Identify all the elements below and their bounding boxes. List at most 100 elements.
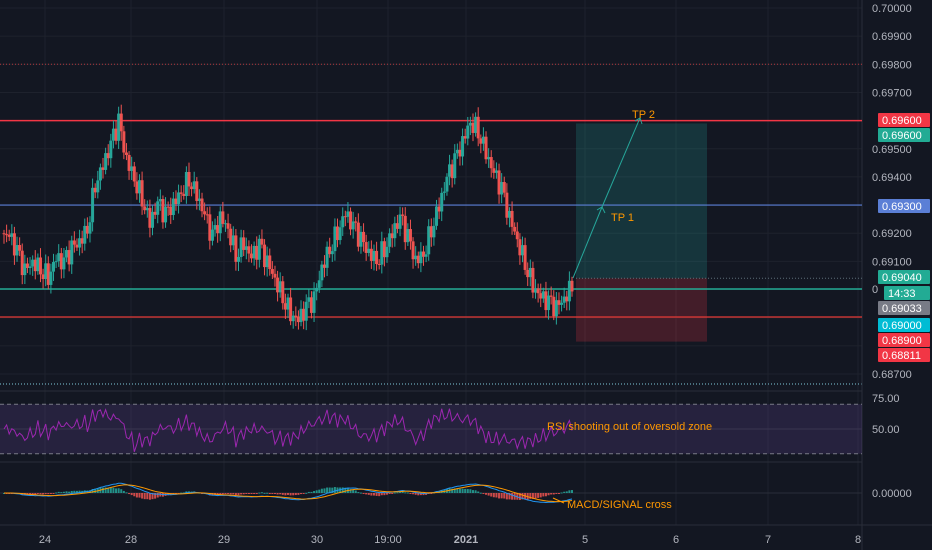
macd-histogram-bar (279, 493, 282, 495)
candle-body (291, 315, 295, 322)
candle-body (518, 239, 522, 256)
price-tag (878, 270, 930, 284)
candle-body (333, 226, 337, 252)
candle-body (481, 136, 485, 144)
macd-histogram-bar (229, 493, 232, 495)
candle-body (187, 171, 191, 187)
candle-body (520, 245, 524, 256)
macd-histogram-bar (300, 493, 303, 495)
candle-body (177, 192, 181, 205)
macd-histogram-bar (380, 493, 383, 496)
candle-body (270, 269, 274, 274)
macd-histogram-bar (492, 493, 495, 498)
candle-body (203, 211, 207, 215)
macd-histogram-bar (412, 493, 415, 495)
macd-histogram-bar (263, 492, 266, 494)
candle-body (153, 211, 157, 215)
price-tick-label: 0.69200 (872, 228, 912, 240)
candle-body (221, 211, 225, 224)
candle-body (395, 223, 399, 229)
rsi-tick-label: 50.00 (872, 424, 900, 436)
macd-histogram-bar (560, 492, 563, 494)
macd-histogram-bar (393, 492, 396, 494)
candle-body (539, 293, 543, 299)
candle-body (489, 157, 493, 169)
candle-body (31, 259, 35, 267)
macd-histogram-bar (250, 493, 253, 494)
candle-body (458, 149, 462, 157)
candle-body (289, 297, 293, 322)
time-tick-label: 5 (582, 534, 588, 546)
candle-body (281, 281, 285, 304)
price-tick-label-partial: 0 (872, 284, 878, 296)
macd-histogram-bar (62, 491, 65, 493)
macd-histogram-bar (49, 493, 52, 494)
time-tick-label: 29 (218, 534, 230, 546)
macd-histogram-bar (44, 493, 47, 494)
macd-histogram-bar (552, 493, 555, 495)
macd-histogram-bar (271, 493, 274, 494)
macd-histogram-bar (417, 493, 420, 496)
candle-body (346, 211, 350, 217)
candle-body (171, 198, 175, 216)
macd-histogram-bar (383, 493, 386, 496)
macd-histogram-bar (386, 493, 389, 495)
macd-histogram-bar (378, 493, 381, 497)
candle-body (252, 245, 256, 259)
macd-histogram-bar (391, 493, 394, 494)
macd-histogram-bar (232, 493, 235, 495)
candle-body (403, 215, 407, 243)
candle-body (336, 226, 340, 241)
macd-histogram-bar (182, 492, 185, 494)
candle-body (513, 226, 517, 232)
macd-histogram-bar (464, 488, 467, 493)
macd-histogram-bar (78, 490, 81, 493)
candle-body (195, 181, 199, 201)
candle-body (515, 231, 519, 240)
macd-histogram-bar (503, 493, 506, 499)
candle-body (544, 291, 548, 311)
candle-body (49, 271, 53, 285)
macd-histogram-bar (518, 493, 521, 500)
time-tick-label: 24 (39, 534, 51, 546)
price-tick-label: 0.69100 (872, 256, 912, 268)
candle-body (156, 201, 160, 215)
macd-annotation: MACD/SIGNAL cross (567, 499, 672, 511)
macd-histogram-bar (372, 493, 375, 496)
candle-body (15, 245, 19, 256)
macd-histogram-bar (180, 492, 183, 494)
candle-body (343, 216, 347, 218)
time-tick-label: 28 (125, 534, 137, 546)
macd-histogram-bar (65, 491, 68, 493)
price-tag (878, 318, 930, 332)
candle-body (299, 308, 303, 323)
macd-histogram-bar (422, 493, 425, 496)
macd-histogram-bar (240, 493, 243, 495)
macd-histogram-bar (242, 493, 245, 495)
macd-histogram-bar (273, 493, 276, 494)
candle-body (145, 208, 149, 211)
candle-body (377, 263, 381, 265)
candle-body (96, 180, 100, 193)
macd-histogram-bar (367, 493, 370, 495)
macd-histogram-bar (221, 493, 224, 495)
candle-body (461, 136, 465, 157)
candle-body (380, 241, 384, 265)
macd-histogram-bar (297, 493, 300, 495)
candle-body (124, 152, 128, 155)
macd-histogram-bar (362, 493, 365, 494)
candle-body (104, 153, 108, 170)
candle-body (231, 235, 235, 246)
candle-body (213, 225, 217, 230)
candle-body (52, 262, 56, 272)
macd-histogram-bar (281, 493, 284, 495)
candle-body (466, 125, 470, 139)
macd-histogram-bar (88, 490, 91, 493)
candle-body (114, 128, 118, 141)
candle-body (554, 300, 558, 317)
candle-body (12, 233, 16, 256)
macd-histogram-bar (109, 487, 112, 493)
candle-body (549, 295, 553, 297)
candle-body (93, 187, 97, 193)
candle-body (242, 237, 246, 250)
